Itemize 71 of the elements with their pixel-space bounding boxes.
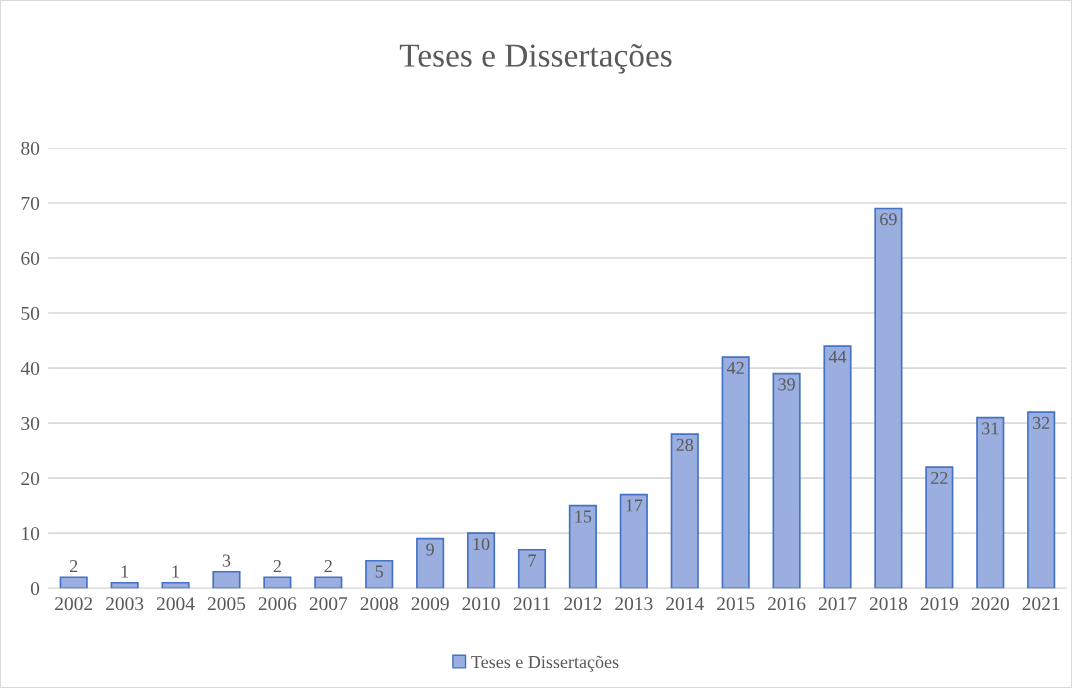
x-tick-label: 2004 bbox=[156, 597, 195, 611]
x-tick-label: 2007 bbox=[309, 597, 348, 611]
bar bbox=[365, 559, 394, 589]
data-label: 1 bbox=[172, 565, 179, 578]
x-tick-label: 2016 bbox=[767, 597, 806, 611]
y-tick-label: 10 bbox=[22, 527, 40, 541]
x-tick-label: 2019 bbox=[920, 597, 958, 611]
data-label: 39 bbox=[778, 378, 795, 391]
x-tick-label: 2015 bbox=[717, 597, 755, 611]
bar bbox=[110, 581, 139, 589]
bar bbox=[263, 576, 292, 589]
y-tick-label: 30 bbox=[21, 416, 40, 431]
y-tick-label: 20 bbox=[21, 471, 40, 486]
x-tick-label: 2012 bbox=[564, 597, 602, 611]
bar bbox=[59, 576, 88, 589]
bar bbox=[670, 433, 699, 589]
data-label: 28 bbox=[676, 438, 694, 451]
bar bbox=[416, 537, 445, 589]
x-tick-label: 2018 bbox=[869, 597, 908, 611]
y-tick-label: 60 bbox=[21, 251, 40, 265]
bar bbox=[619, 493, 648, 589]
x-tick-label: 2021 bbox=[1022, 597, 1060, 611]
y-tick-label: 40 bbox=[20, 361, 40, 376]
x-tick-label: 2020 bbox=[971, 597, 1009, 611]
data-label: 69 bbox=[880, 213, 897, 226]
data-label: 5 bbox=[375, 565, 384, 578]
data-label: 31 bbox=[982, 422, 999, 435]
data-label: 17 bbox=[626, 499, 643, 512]
chart-title: Teses e Dissertações bbox=[399, 44, 672, 74]
bar bbox=[1027, 411, 1056, 589]
y-tick-label: 80 bbox=[21, 141, 40, 155]
y-tick-label: 70 bbox=[21, 196, 40, 210]
data-label: 1 bbox=[121, 565, 129, 578]
x-tick-label: 2013 bbox=[615, 597, 653, 611]
data-label: 9 bbox=[426, 543, 434, 556]
bar bbox=[517, 548, 547, 589]
bar bbox=[874, 207, 903, 589]
bar bbox=[568, 504, 597, 589]
bar bbox=[772, 372, 801, 589]
data-label: 15 bbox=[575, 510, 592, 523]
y-tick-label: 50 bbox=[21, 306, 40, 320]
bar bbox=[823, 345, 852, 589]
data-label: 10 bbox=[473, 537, 490, 551]
x-tick-label: 2006 bbox=[258, 597, 297, 611]
x-tick-label: 2005 bbox=[207, 597, 246, 611]
legend-label: Teses e Dissertações bbox=[471, 655, 619, 672]
data-label: 22 bbox=[931, 471, 948, 484]
bar bbox=[161, 581, 190, 589]
bar bbox=[314, 576, 343, 589]
x-tick-label: 2008 bbox=[360, 597, 398, 611]
bar bbox=[976, 416, 1005, 589]
data-label: 2 bbox=[324, 560, 332, 572]
x-tick-label: 2002 bbox=[55, 597, 93, 611]
bar bbox=[925, 466, 954, 589]
bar bbox=[721, 356, 750, 589]
x-tick-label: 2017 bbox=[818, 597, 857, 611]
data-label: 44 bbox=[828, 350, 847, 363]
x-tick-label: 2010 bbox=[462, 597, 500, 611]
data-label: 2 bbox=[273, 560, 281, 572]
data-label: 7 bbox=[528, 554, 536, 567]
x-tick-label: 2014 bbox=[666, 597, 704, 611]
bar bbox=[212, 570, 241, 589]
x-tick-label: 2011 bbox=[513, 597, 550, 611]
x-tick-label: 2003 bbox=[106, 597, 144, 611]
data-label: 2 bbox=[69, 560, 78, 572]
data-label: 42 bbox=[726, 361, 744, 374]
y-tick-label: 0 bbox=[30, 582, 40, 596]
data-label: 32 bbox=[1033, 416, 1050, 429]
data-label: 3 bbox=[222, 554, 231, 567]
bar bbox=[466, 532, 496, 589]
x-tick-label: 2009 bbox=[411, 597, 449, 611]
